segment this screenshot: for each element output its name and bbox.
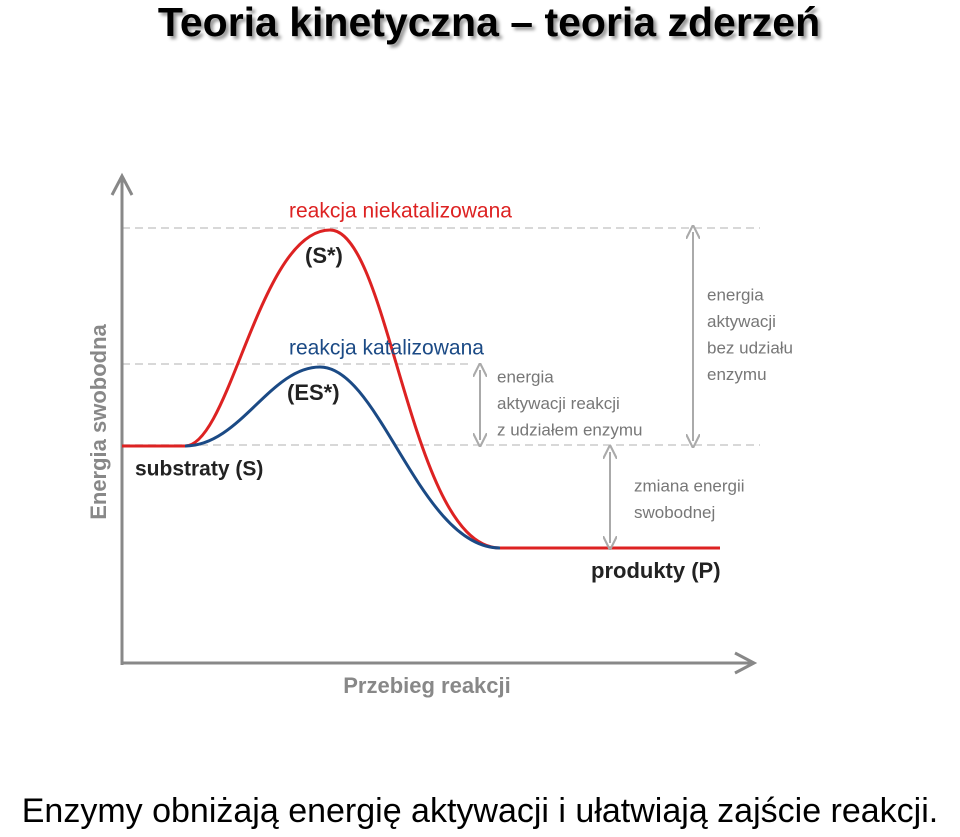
annotation-line: enzymu [707,365,767,384]
catalyzed-curve [184,365,501,550]
annotation-line: z udziałem enzymu [497,420,643,439]
annotation-line: bez udziału [707,338,793,357]
uncatalyzed-state: (S*) [305,243,343,268]
uncatalyzed-curve [122,228,720,550]
annotation-line: aktywacji [707,312,776,331]
dashed-levels [122,227,760,446]
title: Teoria kinetyczna – teoria zderzeń [157,0,821,45]
caption: Enzymy obniżają energię aktywacji i ułat… [21,792,939,830]
catalyzed-state: (ES*) [287,380,340,405]
axes [110,172,758,675]
substrates-label: substraty (S) [135,458,263,481]
annotation-line: energia [707,285,764,304]
arrows [480,232,693,543]
annotation-line: aktywacji reakcji [497,394,620,413]
x-axis-label: Przebieg reakcji [343,673,511,698]
products-label: produkty (P) [591,558,721,583]
annotation-line: swobodnej [634,503,715,522]
annotation-line: energia [497,367,554,386]
y-axis-label: Energia swobodna [86,323,111,519]
annotations: energia aktywacji reakcji z udziałem enzym… [497,285,793,522]
uncatalyzed-label: reakcja niekatalizowana [289,200,512,223]
annotation-line: zmiana energii [634,476,745,495]
catalyzed-label: reakcja katalizowana [289,337,484,360]
diagram: Energia swobodna Przebieg reakcji reakcj… [86,172,793,698]
